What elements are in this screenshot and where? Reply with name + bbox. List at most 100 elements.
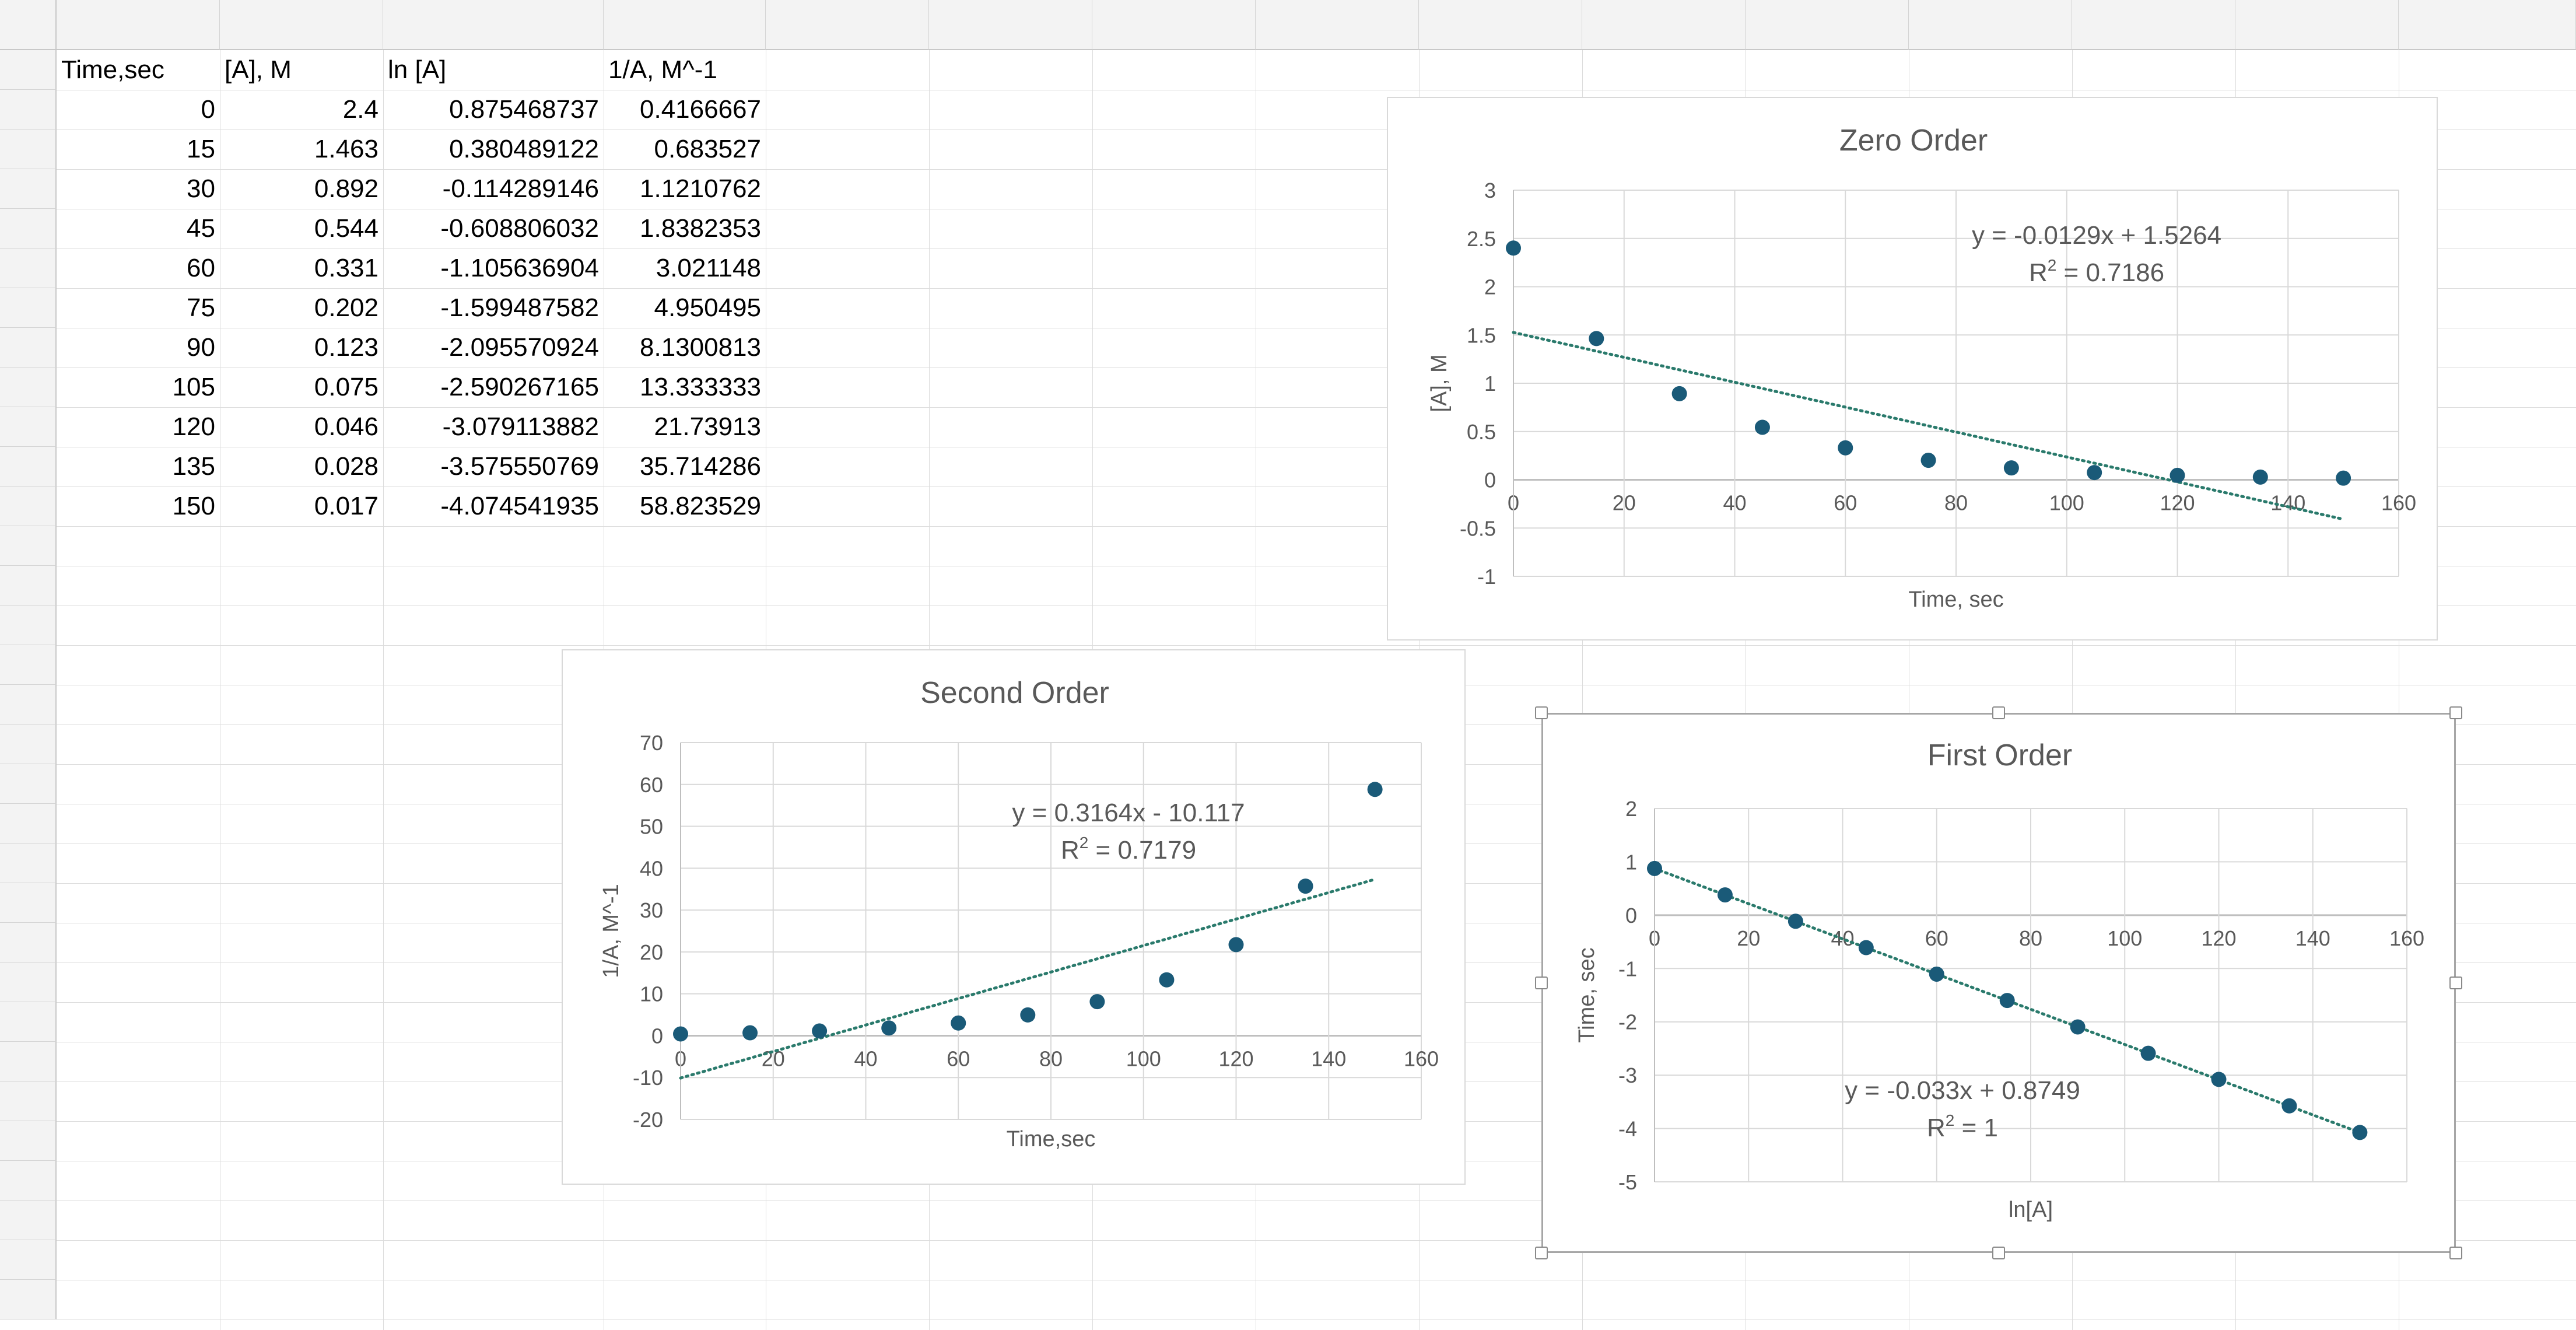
column-header-a[interactable] bbox=[57, 0, 220, 50]
cell-c11[interactable]: -3.575550769 bbox=[440, 452, 599, 481]
row-header-17[interactable] bbox=[0, 685, 57, 724]
resize-handle[interactable] bbox=[1535, 1247, 1548, 1259]
cell-a4[interactable]: 30 bbox=[187, 174, 215, 203]
row-header-25[interactable] bbox=[0, 1002, 57, 1042]
row-header-31[interactable] bbox=[0, 1240, 57, 1280]
cell-d4[interactable]: 1.1210762 bbox=[640, 174, 761, 203]
cell-c4[interactable]: -0.114289146 bbox=[442, 174, 599, 203]
row-header-8[interactable] bbox=[0, 328, 57, 368]
row-header-20[interactable] bbox=[0, 804, 57, 844]
cell-a6[interactable]: 60 bbox=[187, 254, 215, 282]
cell-b4[interactable]: 0.892 bbox=[314, 174, 378, 203]
column-header-o[interactable] bbox=[2399, 0, 2576, 50]
row-header-24[interactable] bbox=[0, 963, 57, 1002]
resize-handle[interactable] bbox=[1535, 706, 1548, 719]
row-header-1[interactable] bbox=[0, 50, 57, 90]
column-header-m[interactable] bbox=[2072, 0, 2235, 50]
row-header-32[interactable] bbox=[0, 1280, 57, 1320]
column-header-n[interactable] bbox=[2235, 0, 2399, 50]
cell-c5[interactable]: -0.608806032 bbox=[440, 214, 599, 243]
cell-a10[interactable]: 120 bbox=[172, 412, 215, 441]
resize-handle[interactable] bbox=[1992, 1247, 2005, 1259]
cell-b5[interactable]: 0.544 bbox=[314, 214, 378, 243]
cell-d8[interactable]: 8.1300813 bbox=[640, 333, 761, 362]
column-header-d[interactable] bbox=[604, 0, 766, 50]
column-header-b[interactable] bbox=[220, 0, 383, 50]
cell-a7[interactable]: 75 bbox=[187, 293, 215, 322]
cell-b2[interactable]: 2.4 bbox=[342, 95, 378, 124]
row-header-13[interactable] bbox=[0, 526, 57, 566]
row-header-14[interactable] bbox=[0, 566, 57, 606]
column-header-g[interactable] bbox=[1092, 0, 1256, 50]
row-header-4[interactable] bbox=[0, 169, 57, 209]
row-header-3[interactable] bbox=[0, 130, 57, 169]
row-header-26[interactable] bbox=[0, 1042, 57, 1082]
zero-order-chart[interactable]: Zero Order -1 -0.5 0 0.5 1 1.5 2 2.5 3 0 20 40 60 80 10… bbox=[1387, 97, 2438, 640]
row-header-18[interactable] bbox=[0, 724, 57, 764]
row-header-15[interactable] bbox=[0, 606, 57, 645]
row-header-21[interactable] bbox=[0, 844, 57, 883]
cell-d7[interactable]: 4.950495 bbox=[654, 293, 761, 322]
cell-c7[interactable]: -1.599487582 bbox=[440, 293, 599, 322]
cell-a3[interactable]: 15 bbox=[187, 135, 215, 163]
cell-d3[interactable]: 0.683527 bbox=[654, 135, 761, 163]
row-header-27[interactable] bbox=[0, 1082, 57, 1121]
cell-c8[interactable]: -2.095570924 bbox=[440, 333, 599, 362]
cell-d6[interactable]: 3.021148 bbox=[656, 254, 761, 282]
resize-handle[interactable] bbox=[2449, 706, 2462, 719]
row-header-12[interactable] bbox=[0, 487, 57, 526]
cell-d2[interactable]: 0.4166667 bbox=[640, 95, 761, 124]
resize-handle[interactable] bbox=[2449, 1247, 2462, 1259]
cell-d10[interactable]: 21.73913 bbox=[654, 412, 761, 441]
cell-c6[interactable]: -1.105636904 bbox=[440, 254, 599, 282]
cell-c1[interactable]: ln [A] bbox=[388, 55, 447, 84]
cell-d11[interactable]: 35.714286 bbox=[640, 452, 761, 481]
column-header-c[interactable] bbox=[383, 0, 604, 50]
cell-a11[interactable]: 135 bbox=[172, 452, 215, 481]
cell-c12[interactable]: -4.074541935 bbox=[440, 492, 599, 520]
row-header-23[interactable] bbox=[0, 923, 57, 963]
cell-b6[interactable]: 0.331 bbox=[314, 254, 378, 282]
first-order-chart[interactable]: First Order-5-4-3-2-10120204060801001201… bbox=[1541, 713, 2456, 1253]
cell-b1[interactable]: [A], M bbox=[225, 55, 292, 84]
cell-d12[interactable]: 58.823529 bbox=[640, 492, 761, 520]
row-header-6[interactable] bbox=[0, 249, 57, 288]
select-all-corner[interactable] bbox=[0, 0, 57, 50]
cell-d9[interactable]: 13.333333 bbox=[640, 373, 761, 401]
cell-b10[interactable]: 0.046 bbox=[314, 412, 378, 441]
cell-d5[interactable]: 1.8382353 bbox=[640, 214, 761, 243]
cell-a1[interactable]: Time,sec bbox=[61, 55, 164, 84]
row-header-30[interactable] bbox=[0, 1200, 57, 1240]
second-order-chart[interactable]: Second Order -20 -10 0 10 20 30 40 50 60 70 0 20 40 60… bbox=[562, 649, 1466, 1185]
cell-b12[interactable]: 0.017 bbox=[314, 492, 378, 520]
row-header-5[interactable] bbox=[0, 209, 57, 249]
cell-c3[interactable]: 0.380489122 bbox=[449, 135, 599, 163]
cell-c9[interactable]: -2.590267165 bbox=[440, 373, 599, 401]
column-header-j[interactable] bbox=[1582, 0, 1746, 50]
row-header-16[interactable] bbox=[0, 645, 57, 685]
row-header-2[interactable] bbox=[0, 90, 57, 130]
cell-c10[interactable]: -3.079113882 bbox=[442, 412, 599, 441]
cell-b3[interactable]: 1.463 bbox=[314, 135, 378, 163]
row-header-28[interactable] bbox=[0, 1121, 57, 1161]
cell-a5[interactable]: 45 bbox=[187, 214, 215, 243]
row-header-29[interactable] bbox=[0, 1161, 57, 1200]
row-header-7[interactable] bbox=[0, 288, 57, 328]
resize-handle[interactable] bbox=[1535, 977, 1548, 989]
cell-a9[interactable]: 105 bbox=[172, 373, 215, 401]
cell-b9[interactable]: 0.075 bbox=[314, 373, 378, 401]
column-header-k[interactable] bbox=[1746, 0, 1909, 50]
column-header-e[interactable] bbox=[766, 0, 929, 50]
cell-a2[interactable]: 0 bbox=[201, 95, 215, 124]
column-header-f[interactable] bbox=[929, 0, 1092, 50]
column-header-l[interactable] bbox=[1909, 0, 2072, 50]
column-header-i[interactable] bbox=[1419, 0, 1582, 50]
cell-b11[interactable]: 0.028 bbox=[314, 452, 378, 481]
row-header-10[interactable] bbox=[0, 407, 57, 447]
cell-d1[interactable]: 1/A, M^-1 bbox=[608, 55, 717, 84]
column-header-h[interactable] bbox=[1256, 0, 1419, 50]
row-header-19[interactable] bbox=[0, 764, 57, 804]
row-header-11[interactable] bbox=[0, 447, 57, 487]
cell-c2[interactable]: 0.875468737 bbox=[449, 95, 599, 124]
